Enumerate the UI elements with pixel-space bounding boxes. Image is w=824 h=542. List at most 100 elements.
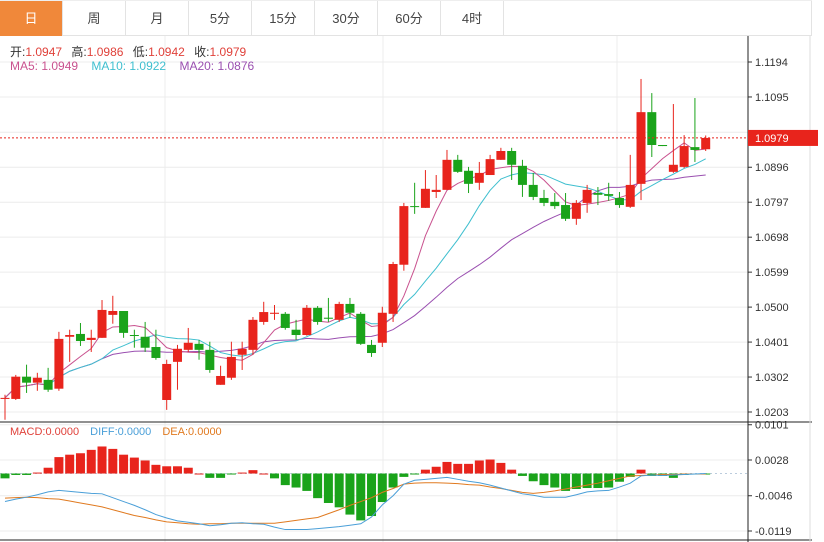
candle <box>625 154 635 208</box>
macd-bar <box>420 469 430 474</box>
candle <box>43 367 53 392</box>
macd-bar <box>345 473 355 515</box>
candle-body <box>668 164 678 172</box>
candle <box>614 191 624 208</box>
candle-body <box>280 313 290 328</box>
candle-body <box>431 189 441 192</box>
low-label: 低: <box>132 45 149 59</box>
candle-body <box>474 172 484 183</box>
diff-line <box>4 473 706 531</box>
tab-60min[interactable]: 60分 <box>378 1 441 36</box>
y-tick-label: 1.0500 <box>755 302 789 314</box>
candle-body <box>172 348 182 362</box>
candle <box>453 154 463 173</box>
candle <box>291 319 301 340</box>
candle-body <box>636 112 646 184</box>
close-label: 收: <box>194 45 210 59</box>
candle <box>431 175 441 198</box>
candle <box>183 327 193 352</box>
macd-bar <box>65 454 75 474</box>
candle <box>65 329 75 362</box>
candle-body <box>485 159 495 176</box>
macd-bar <box>0 473 10 479</box>
tab-30min[interactable]: 30分 <box>315 1 378 36</box>
candle <box>356 312 366 345</box>
candle-body <box>367 344 377 354</box>
candle-body <box>86 337 96 340</box>
candle <box>388 261 398 322</box>
candle <box>194 339 204 360</box>
candle <box>690 98 700 162</box>
candle <box>259 301 269 325</box>
candle <box>550 193 560 209</box>
candle <box>377 306 387 348</box>
candle-body <box>22 376 32 383</box>
macd-bar <box>205 473 215 478</box>
candle-body <box>690 147 700 150</box>
candle <box>474 161 484 190</box>
macd-bar <box>22 473 32 475</box>
candle-body <box>442 159 452 190</box>
candle-body <box>377 312 387 343</box>
y-tick-label: 1.1095 <box>755 92 789 104</box>
candle-body <box>496 151 506 160</box>
candle-body <box>388 264 398 314</box>
macd-bar <box>582 473 592 489</box>
candle-body <box>679 146 689 167</box>
tab-day[interactable]: 日 <box>0 1 63 36</box>
candle <box>561 193 571 221</box>
macd-bar <box>614 473 624 482</box>
macd-bar <box>636 469 646 474</box>
tab-4hour[interactable]: 4时 <box>441 1 504 36</box>
tab-month[interactable]: 月 <box>126 1 189 36</box>
ma10-line <box>4 158 706 399</box>
macd-bar <box>280 473 290 486</box>
candle-body <box>517 165 527 185</box>
macd-bar <box>668 473 678 478</box>
tab-week[interactable]: 周 <box>63 1 126 36</box>
candle-body <box>291 329 301 336</box>
y-tick-label: 1.0797 <box>755 197 789 209</box>
macd-y-tick-label: 0.0028 <box>755 455 789 467</box>
macd-bar <box>367 473 377 517</box>
ohlc-legend: 开:1.0947 高:1.0986 低:1.0942 收:1.0979 <box>10 43 252 60</box>
candle-body <box>582 189 592 203</box>
macd-bar <box>302 473 312 491</box>
candle <box>636 78 646 201</box>
candlestick-chart[interactable]: 1.1194 1.1095 1.0896 1.0797 1.0698 1.0599 1.05… <box>0 36 824 542</box>
candle <box>162 359 172 410</box>
macd-value: MACD:0.0000 <box>10 426 80 438</box>
high-value: 1.0986 <box>86 45 124 59</box>
macd-bar <box>334 473 344 508</box>
tab-5min[interactable]: 5分 <box>189 1 252 36</box>
candle-body <box>119 310 129 333</box>
y-tick-label: 1.1194 <box>755 57 788 69</box>
candle-body <box>356 313 366 344</box>
candle <box>464 166 474 194</box>
macd-bar <box>561 473 571 491</box>
candle <box>410 182 420 214</box>
macd-bar <box>356 473 366 521</box>
candle <box>420 170 430 208</box>
candle <box>75 322 85 346</box>
candle <box>496 147 506 160</box>
macd-bar <box>550 473 560 488</box>
macd-bar <box>259 473 269 475</box>
candle-body <box>97 309 107 338</box>
candle-body <box>539 197 549 203</box>
candle <box>323 297 333 322</box>
candle-body <box>323 317 333 319</box>
candle <box>442 149 452 190</box>
macd-bar <box>54 457 64 474</box>
macd-bar <box>248 470 258 474</box>
y-tick-label: 1.0203 <box>755 407 789 419</box>
candle-body <box>43 379 53 390</box>
candle <box>367 339 377 357</box>
macd-bar <box>291 473 301 488</box>
macd-bar <box>464 463 474 474</box>
ma20-legend: MA20: 1.0876 <box>179 59 255 73</box>
candle-body <box>183 342 193 350</box>
dea-value: DEA:0.0000 <box>162 426 222 438</box>
candle <box>0 394 10 420</box>
tab-15min[interactable]: 15分 <box>252 1 315 36</box>
